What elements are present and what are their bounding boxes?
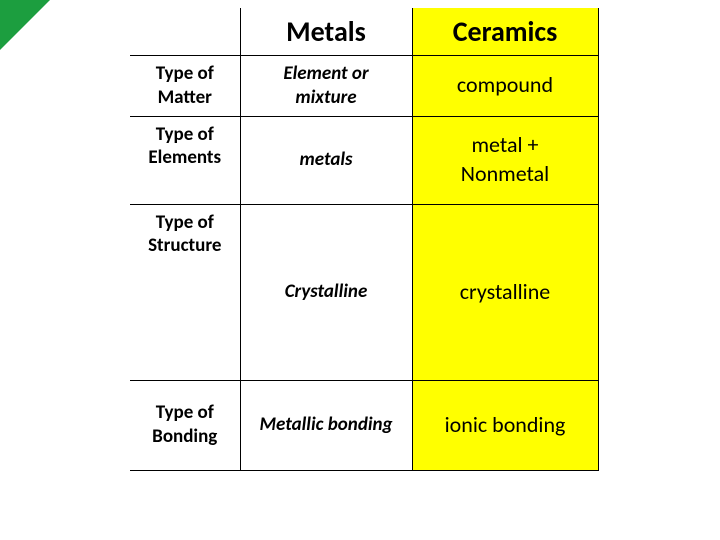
rowlabel-text: Structure — [138, 234, 232, 258]
header-row: Metals Ceramics — [130, 8, 598, 56]
row-elements: Type of Elements metals metal + Nonmetal — [130, 116, 598, 204]
cell-elements-metals: metals — [240, 116, 412, 204]
cell-bonding-ceramics: ionic bonding — [412, 380, 598, 470]
cell-matter-metals: Element or mixture — [240, 56, 412, 117]
rowlabel-text: Elements — [138, 146, 232, 170]
rowlabel-text: Type of — [138, 401, 232, 425]
cell-elements-ceramics: metal + Nonmetal — [412, 116, 598, 204]
cell-text: Nonmetal — [461, 160, 549, 187]
row-bonding: Type of Bonding Metallic bonding ionic b… — [130, 380, 598, 470]
rowlabel-matter: Type of Matter — [130, 56, 240, 117]
rowlabel-text: Type of — [138, 62, 232, 86]
header-metals: Metals — [240, 8, 412, 56]
rowlabel-text: Matter — [138, 86, 232, 110]
rowlabel-text: Type of — [138, 211, 232, 235]
comparison-table: Metals Ceramics Type of Matter Element o… — [130, 8, 599, 471]
row-structure: Type of Structure Crystalline crystallin… — [130, 204, 598, 380]
cell-text: metal + — [471, 131, 538, 158]
row-matter: Type of Matter Element or mixture compou… — [130, 56, 598, 117]
cell-structure-metals: Crystalline — [240, 204, 412, 380]
rowlabel-elements: Type of Elements — [130, 116, 240, 204]
corner-accent — [0, 0, 50, 50]
cell-text: Element or — [283, 62, 368, 85]
rowlabel-bonding: Type of Bonding — [130, 380, 240, 470]
rowlabel-text: Bonding — [138, 425, 232, 449]
cell-text: mixture — [295, 86, 356, 109]
rowlabel-text: Type of — [138, 123, 232, 147]
cell-bonding-metals: Metallic bonding — [240, 380, 412, 470]
header-ceramics: Ceramics — [412, 8, 598, 56]
header-empty — [130, 8, 240, 56]
rowlabel-structure: Type of Structure — [130, 204, 240, 380]
cell-matter-ceramics: compound — [412, 56, 598, 117]
cell-structure-ceramics: crystalline — [412, 204, 598, 380]
